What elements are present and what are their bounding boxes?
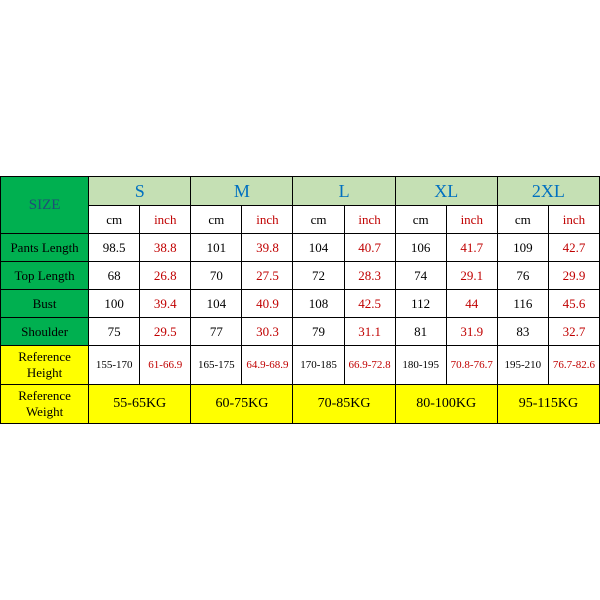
cell: 100 bbox=[89, 290, 140, 318]
label-ref-weight: Reference Weight bbox=[1, 385, 89, 424]
cell: 70 bbox=[191, 262, 242, 290]
cell: 31.1 bbox=[344, 318, 395, 346]
size-m: M bbox=[191, 177, 293, 206]
cell: 32.7 bbox=[548, 318, 599, 346]
cell: 180-195 bbox=[395, 346, 446, 385]
cell: 112 bbox=[395, 290, 446, 318]
unit-in: inch bbox=[446, 206, 497, 234]
cell: 108 bbox=[293, 290, 344, 318]
cell: 42.7 bbox=[548, 234, 599, 262]
cell: 101 bbox=[191, 234, 242, 262]
unit-in: inch bbox=[242, 206, 293, 234]
cell: 98.5 bbox=[89, 234, 140, 262]
size-s: S bbox=[89, 177, 191, 206]
header-row-units: cm inch cm inch cm inch cm inch cm inch bbox=[1, 206, 600, 234]
cell: 55-65KG bbox=[89, 385, 191, 424]
unit-in: inch bbox=[344, 206, 395, 234]
unit-cm: cm bbox=[497, 206, 548, 234]
cell: 75 bbox=[89, 318, 140, 346]
cell: 44 bbox=[446, 290, 497, 318]
cell: 41.7 bbox=[446, 234, 497, 262]
cell: 170-185 bbox=[293, 346, 344, 385]
cell: 74 bbox=[395, 262, 446, 290]
cell: 40.7 bbox=[344, 234, 395, 262]
cell: 109 bbox=[497, 234, 548, 262]
size-l: L bbox=[293, 177, 395, 206]
row-shoulder: Shoulder 75 29.5 77 30.3 79 31.1 81 31.9… bbox=[1, 318, 600, 346]
unit-in: inch bbox=[548, 206, 599, 234]
cell: 155-170 bbox=[89, 346, 140, 385]
cell: 77 bbox=[191, 318, 242, 346]
cell: 95-115KG bbox=[497, 385, 599, 424]
header-row-sizes: SIZE S M L XL 2XL bbox=[1, 177, 600, 206]
unit-cm: cm bbox=[395, 206, 446, 234]
row-ref-height: Reference Height 155-170 61-66.9 165-175… bbox=[1, 346, 600, 385]
cell: 30.3 bbox=[242, 318, 293, 346]
cell: 116 bbox=[497, 290, 548, 318]
label-ref-height: Reference Height bbox=[1, 346, 89, 385]
unit-cm: cm bbox=[191, 206, 242, 234]
label-pants-length: Pants Length bbox=[1, 234, 89, 262]
cell: 40.9 bbox=[242, 290, 293, 318]
unit-cm: cm bbox=[293, 206, 344, 234]
cell: 27.5 bbox=[242, 262, 293, 290]
cell: 29.9 bbox=[548, 262, 599, 290]
row-pants-length: Pants Length 98.5 38.8 101 39.8 104 40.7… bbox=[1, 234, 600, 262]
cell: 68 bbox=[89, 262, 140, 290]
cell: 79 bbox=[293, 318, 344, 346]
cell: 104 bbox=[191, 290, 242, 318]
cell: 83 bbox=[497, 318, 548, 346]
cell: 76.7-82.6 bbox=[548, 346, 599, 385]
label-shoulder: Shoulder bbox=[1, 318, 89, 346]
label-top-length: Top Length bbox=[1, 262, 89, 290]
size-chart-table: SIZE S M L XL 2XL cm inch cm inch cm inc… bbox=[0, 176, 600, 424]
size-header: SIZE bbox=[1, 177, 89, 234]
cell: 29.1 bbox=[446, 262, 497, 290]
row-ref-weight: Reference Weight 55-65KG 60-75KG 70-85KG… bbox=[1, 385, 600, 424]
row-top-length: Top Length 68 26.8 70 27.5 72 28.3 74 29… bbox=[1, 262, 600, 290]
label-bust: Bust bbox=[1, 290, 89, 318]
cell: 29.5 bbox=[140, 318, 191, 346]
cell: 64.9-68.9 bbox=[242, 346, 293, 385]
cell: 195-210 bbox=[497, 346, 548, 385]
cell: 60-75KG bbox=[191, 385, 293, 424]
cell: 38.8 bbox=[140, 234, 191, 262]
cell: 80-100KG bbox=[395, 385, 497, 424]
cell: 104 bbox=[293, 234, 344, 262]
cell: 70-85KG bbox=[293, 385, 395, 424]
cell: 66.9-72.8 bbox=[344, 346, 395, 385]
cell: 31.9 bbox=[446, 318, 497, 346]
cell: 81 bbox=[395, 318, 446, 346]
unit-cm: cm bbox=[89, 206, 140, 234]
cell: 106 bbox=[395, 234, 446, 262]
cell: 39.4 bbox=[140, 290, 191, 318]
cell: 72 bbox=[293, 262, 344, 290]
cell: 61-66.9 bbox=[140, 346, 191, 385]
cell: 76 bbox=[497, 262, 548, 290]
size-xl: XL bbox=[395, 177, 497, 206]
cell: 42.5 bbox=[344, 290, 395, 318]
cell: 45.6 bbox=[548, 290, 599, 318]
cell: 165-175 bbox=[191, 346, 242, 385]
cell: 26.8 bbox=[140, 262, 191, 290]
unit-in: inch bbox=[140, 206, 191, 234]
cell: 70.8-76.7 bbox=[446, 346, 497, 385]
cell: 28.3 bbox=[344, 262, 395, 290]
row-bust: Bust 100 39.4 104 40.9 108 42.5 112 44 1… bbox=[1, 290, 600, 318]
size-2xl: 2XL bbox=[497, 177, 599, 206]
cell: 39.8 bbox=[242, 234, 293, 262]
